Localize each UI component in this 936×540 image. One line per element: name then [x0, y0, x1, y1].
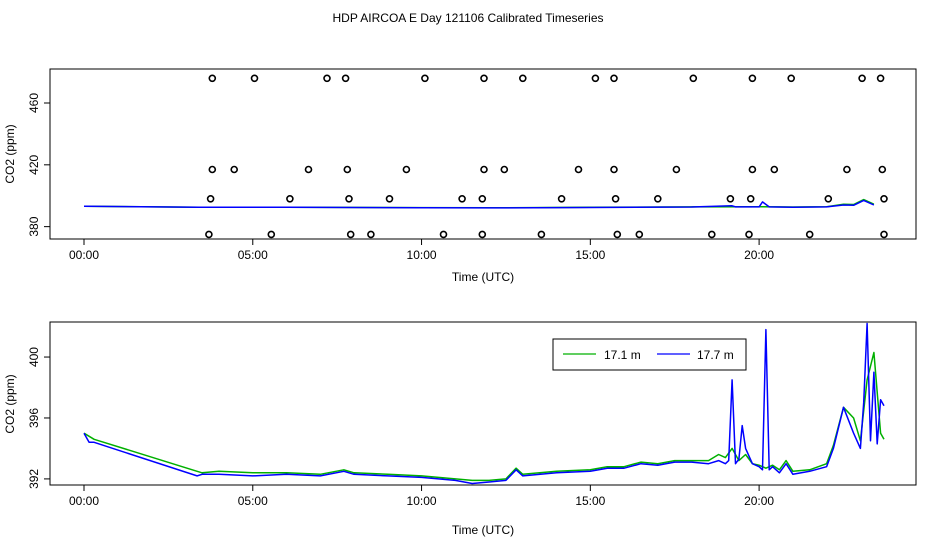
calibration-point [341, 74, 350, 83]
calibration-point [707, 230, 716, 239]
calibration-point [478, 195, 487, 203]
calibration-point [250, 74, 259, 83]
calibration-point [208, 74, 217, 83]
calibration-point [787, 74, 796, 83]
x-tick-label: 20:00 [744, 248, 774, 262]
bottom-x-axis: 00:00 05:00 10:00 15:00 20:00 [69, 485, 774, 508]
calibration-point [323, 74, 331, 83]
x-tick-label: 15:00 [575, 494, 605, 508]
calibration-point [770, 165, 779, 174]
calibration-point [478, 230, 487, 239]
calibration-point [402, 165, 411, 174]
calibration-point [346, 230, 355, 239]
calibration-point [458, 195, 466, 203]
calibration-point [537, 230, 546, 239]
calibration-point [230, 165, 238, 174]
calibration-point [345, 195, 353, 203]
bottom-plot-frame [49, 321, 917, 486]
legend: 17.1 m 17.7 m [552, 338, 747, 371]
calibration-point [421, 74, 429, 83]
legend-label-17-1m: 17.1 m [604, 348, 641, 362]
top-plot-marks [83, 74, 888, 239]
top-panel: 00:00 05:00 10:00 15:00 20:00 380 420 460 Time… [3, 68, 917, 284]
calibration-point [286, 195, 294, 203]
calibration-point [574, 165, 583, 174]
calibration-point [367, 230, 375, 239]
top-x-axis-label: Time (UTC) [452, 270, 514, 284]
calibration-point [748, 165, 757, 174]
y-tick-label: 400 [27, 347, 41, 367]
calibration-point [304, 165, 313, 174]
calibration-point [205, 230, 213, 239]
legend-label-17-7m: 17.7 m [697, 348, 734, 362]
calibration-point [748, 74, 757, 83]
calibration-point [500, 165, 509, 174]
x-tick-label: 10:00 [407, 248, 437, 262]
calibration-point [653, 195, 662, 203]
bottom-y-axis: 392 396 400 [27, 347, 50, 489]
x-tick-label: 00:00 [69, 248, 99, 262]
calibration-point [611, 195, 620, 203]
calibration-point [746, 195, 755, 203]
calibration-point [613, 230, 622, 239]
calibration-point [208, 165, 217, 174]
x-tick-label: 15:00 [575, 248, 605, 262]
x-tick-label: 00:00 [69, 494, 99, 508]
calibration-point [439, 230, 448, 239]
calibration-point [343, 165, 352, 174]
calibration-point [591, 74, 600, 83]
x-tick-label: 20:00 [744, 494, 774, 508]
calibration-point [726, 195, 735, 203]
bottom-panel: 00:00 05:00 10:00 15:00 20:00 392 396 400 Time… [3, 321, 917, 537]
top-y-axis-label: CO2 (ppm) [3, 124, 17, 183]
bottom-x-axis-label: Time (UTC) [452, 523, 514, 537]
x-tick-label: 10:00 [407, 494, 437, 508]
calibration-point [518, 74, 527, 83]
calibration-point [480, 165, 488, 174]
calibration-point [880, 230, 888, 239]
y-tick-label: 396 [27, 408, 41, 428]
calibration-point [610, 74, 618, 83]
calibration-point [805, 230, 814, 239]
y-tick-label: 420 [27, 154, 41, 174]
calibration-point [858, 74, 866, 83]
calibration-point [206, 195, 215, 203]
series-line-17-7-m [83, 322, 885, 485]
bottom-y-axis-label: CO2 (ppm) [3, 374, 17, 433]
calibration-point [880, 195, 888, 203]
calibration-point [610, 165, 618, 174]
calibration-point [689, 74, 698, 83]
calibration-point [557, 195, 566, 203]
bottom-plot-marks [83, 322, 885, 485]
calibration-point [480, 74, 488, 83]
series-line-17-7-m [83, 199, 875, 209]
top-plot-frame [49, 68, 917, 240]
calibration-point [267, 230, 276, 239]
calibration-point [745, 230, 753, 239]
series-line-17-1-m [83, 351, 885, 482]
y-tick-label: 380 [27, 216, 41, 236]
y-tick-label: 460 [27, 93, 41, 113]
x-tick-label: 05:00 [238, 248, 268, 262]
top-x-axis: 00:00 05:00 10:00 15:00 20:00 [69, 239, 774, 262]
calibration-point [876, 74, 885, 83]
calibration-point [878, 165, 887, 174]
calibration-point [635, 230, 644, 239]
calibration-point [672, 165, 681, 174]
calibration-point [385, 195, 394, 203]
x-tick-label: 05:00 [238, 494, 268, 508]
figure-title: HDP AIRCOA E Day 121106 Calibrated Times… [332, 11, 603, 25]
calibration-point [824, 195, 833, 203]
calibration-point [843, 165, 851, 174]
y-tick-label: 392 [27, 469, 41, 489]
top-y-axis: 380 420 460 [27, 93, 50, 237]
